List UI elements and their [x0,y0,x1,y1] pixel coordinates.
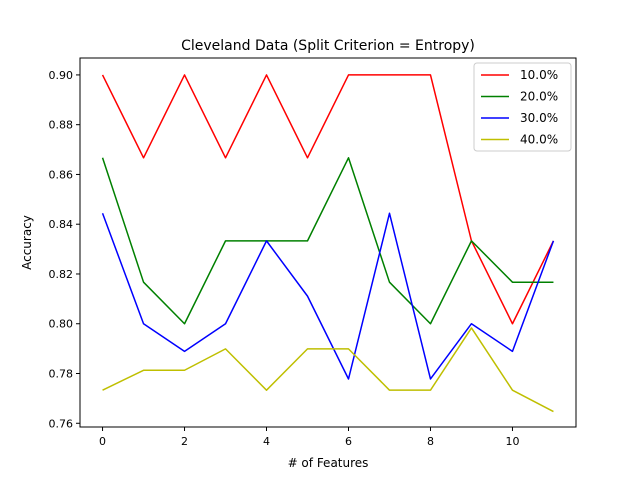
legend-box [473,62,572,152]
series-line-0 [101,74,555,325]
legend: 10.0% 20.0% 30.0% 40.0% [473,62,572,152]
axes-frame [79,57,577,428]
series-line-1 [101,157,554,325]
y-tick-label: 0.76 [49,417,74,430]
y-tick-label: 0.82 [49,268,74,281]
legend-entry-1: 20.0% [520,90,558,104]
x-tick-label: 10 [505,435,519,448]
x-tick-label: 8 [427,435,434,448]
y-tick-label: 0.78 [49,368,74,381]
x-tick-label: 6 [345,435,352,448]
chart-title: Cleveland Data (Split Criterion = Entrop… [181,38,475,54]
y-tick-label: 0.90 [49,69,74,82]
x-axis-label: # of Features [288,456,369,470]
y-tick-label: 0.84 [49,218,74,231]
x-tick-label: 0 [99,435,106,448]
y-tick-label: 0.80 [49,318,74,331]
plot-area [101,74,555,413]
legend-entry-0: 10.0% [520,68,558,82]
legend-entry-2: 30.0% [520,111,558,125]
x-axis-ticks: 0 2 4 6 8 10 [99,427,519,448]
legend-entry-3: 40.0% [520,133,558,147]
x-tick-label: 4 [263,435,270,448]
y-axis-label: Accuracy [20,215,34,270]
y-tick-label: 0.88 [49,119,74,132]
y-axis-ticks: 0.76 0.78 0.80 0.82 0.84 0.86 0.88 0.90 [49,69,80,430]
x-tick-label: 2 [181,435,188,448]
y-tick-label: 0.86 [49,168,74,181]
series-line-2 [101,212,555,380]
series-line-3 [102,327,554,413]
